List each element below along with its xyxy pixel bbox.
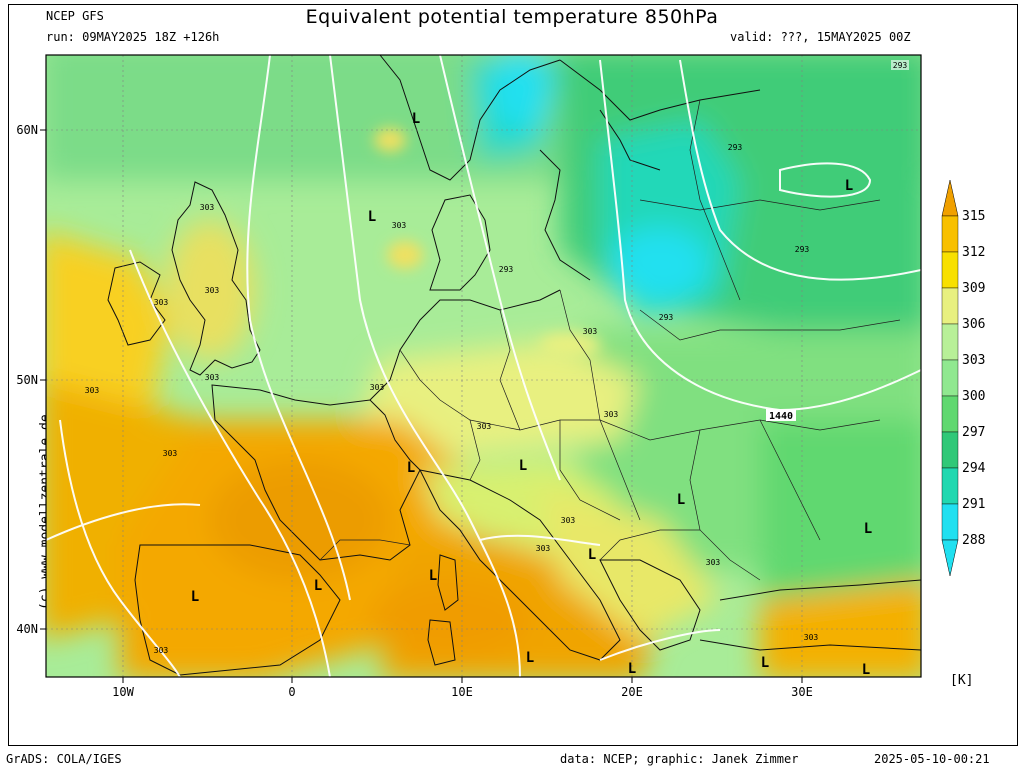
model-name: NCEP GFS — [46, 9, 104, 23]
contour-label: 293 — [795, 245, 810, 254]
colorbar-top-arrow — [941, 179, 959, 217]
low-marker: L — [761, 655, 769, 671]
low-marker: L — [429, 568, 437, 584]
colorbar-level-label: 303 — [962, 353, 985, 368]
low-marker: L — [677, 492, 685, 508]
low-marker: L — [845, 178, 853, 194]
low-marker: L — [628, 661, 636, 677]
map-border — [45, 54, 922, 678]
contour-label: 293 — [728, 143, 743, 152]
low-marker: L — [864, 521, 872, 537]
height-contour-label: 1440 — [769, 411, 793, 422]
contour-label: 303 — [205, 373, 220, 382]
contour-label: 303 — [163, 449, 178, 458]
colorbar-level-label: 291 — [962, 497, 985, 512]
colorbar-swatch — [941, 215, 959, 253]
grads-credit: GrADS: COLA/IGES — [6, 752, 122, 766]
contour-label: 303 — [200, 203, 215, 212]
lat-label-50n: 50N — [16, 373, 38, 387]
low-marker: L — [519, 458, 527, 474]
contour-label: 293 — [499, 265, 514, 274]
low-marker: L — [368, 209, 376, 225]
colorbar-level-label: 312 — [962, 245, 985, 260]
colorbar-swatch — [941, 287, 959, 325]
lat-label-60n: 60N — [16, 123, 38, 137]
graticule — [46, 55, 921, 677]
colorbar-swatch — [941, 359, 959, 397]
colorbar: 315 312 309 306 303 300 297 294 291 288 — [941, 179, 986, 577]
colorbar-swatch — [941, 323, 959, 361]
timestamp: 2025-05-10-00:21 — [874, 752, 990, 766]
lon-label-30e: 30E — [791, 685, 813, 699]
colorbar-swatch — [941, 251, 959, 289]
colorbar-level-label: 297 — [962, 425, 985, 440]
theta-e-field — [46, 55, 921, 677]
low-marker: L — [191, 589, 199, 605]
contour-label: 303 — [205, 286, 220, 295]
colorbar-level-label: 288 — [962, 533, 985, 548]
low-marker: L — [407, 460, 415, 476]
contour-label: 303 — [85, 386, 100, 395]
contour-label: 303 — [477, 422, 492, 431]
low-marker: L — [314, 578, 322, 594]
contour-label: 303 — [583, 327, 598, 336]
lon-label-10w: 10W — [112, 685, 134, 699]
colorbar-level-label: 306 — [962, 317, 985, 332]
colorbar-level-label: 309 — [962, 281, 985, 296]
svg-text:303: 303 — [154, 646, 169, 655]
low-marker: L — [588, 547, 596, 563]
colorbar-bottom-arrow — [941, 539, 959, 577]
contour-label: 303 — [154, 298, 169, 307]
contour-label: 303 — [604, 410, 619, 419]
run-info: run: 09MAY2025 18Z +126h — [46, 30, 220, 44]
contour-label: 303 — [561, 516, 576, 525]
lon-label-10e: 10E — [451, 685, 473, 699]
contour-label: 303 — [706, 558, 721, 567]
colorbar-level-label: 315 — [962, 209, 985, 224]
contour-label: 303 — [536, 544, 551, 553]
colorbar-level-label: 294 — [962, 461, 986, 476]
low-marker: L — [412, 111, 420, 127]
chart-title: Equivalent potential temperature 850hPa — [305, 6, 719, 28]
colorbar-level-label: 300 — [962, 389, 985, 404]
data-credit: data: NCEP; graphic: Janek Zimmer — [560, 752, 799, 766]
low-marker: L — [526, 650, 534, 666]
colorbar-swatch — [941, 467, 959, 505]
low-markers: L L L L L L L L L L L L L L L — [191, 111, 872, 678]
low-marker: L — [862, 662, 870, 678]
contour-label: 303 — [370, 383, 385, 392]
valid-time: valid: ???, 15MAY2025 00Z — [730, 30, 911, 44]
colorbar-swatch — [941, 431, 959, 469]
lat-label-40n: 40N — [16, 622, 38, 636]
chart-frame — [8, 4, 1018, 746]
geopotential-contours — [46, 55, 921, 677]
colorbar-swatch — [941, 503, 959, 541]
lon-label-20e: 20E — [621, 685, 643, 699]
contour-label: 303 — [392, 221, 407, 230]
unit-label: [K] — [950, 673, 973, 688]
lon-label-0: 0 — [288, 685, 295, 699]
contour-label: 293 — [893, 61, 908, 70]
colorbar-swatch — [941, 395, 959, 433]
svg-text:303: 303 — [804, 633, 819, 642]
svg-text:293: 293 — [659, 313, 674, 322]
contour-labels: 293 303 303 293 303 293 293 303 303 303 … — [85, 60, 909, 567]
